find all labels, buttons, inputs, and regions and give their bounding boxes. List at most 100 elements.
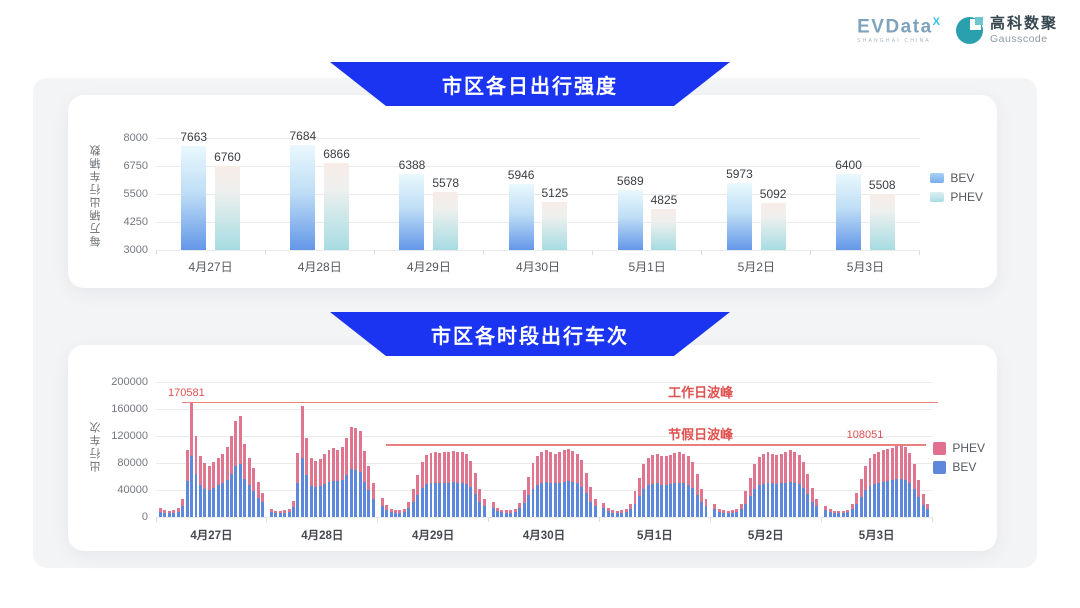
phev-segment — [238, 416, 242, 464]
phev-segment — [575, 453, 579, 484]
bev-bar — [181, 145, 207, 250]
hour-bar — [589, 487, 593, 517]
phev-segment — [323, 454, 327, 484]
bar-value-label: 7663 — [180, 129, 208, 144]
bar-group-5月3日: 6400 5508 — [811, 138, 921, 255]
day-group-5月3日 — [821, 382, 933, 522]
hour-bar — [735, 509, 739, 517]
y-tick-label: 3000 — [123, 244, 148, 256]
bev-segment — [637, 496, 641, 517]
phev-segment — [433, 451, 437, 483]
phev-segment — [394, 510, 397, 513]
bev-legend-swatch — [930, 173, 945, 183]
hour-bar — [531, 463, 535, 517]
hour-bar — [407, 502, 411, 517]
bev-segment — [580, 486, 584, 517]
hour-bar — [425, 454, 429, 517]
hour-bar — [872, 454, 876, 517]
phev-segment — [611, 509, 615, 513]
hour-bar — [234, 420, 238, 517]
phev-segment — [212, 462, 216, 488]
hour-bar — [358, 431, 362, 517]
phev-segment — [864, 465, 868, 490]
bar-group-5月2日: 5973 5092 — [702, 138, 812, 255]
bev-segment — [371, 498, 375, 517]
phev-segment — [544, 450, 548, 482]
phev-segment — [522, 490, 526, 503]
bev-segment — [212, 488, 216, 517]
bev-segment — [890, 479, 894, 517]
bev-segment — [327, 481, 331, 517]
gausscode-en-name: Gausscode — [989, 32, 1048, 45]
bev-segment — [926, 508, 930, 517]
bar-group-4月30日: 5946 5125 — [483, 138, 594, 255]
bev-segment — [881, 481, 885, 517]
hour-bar — [846, 509, 850, 517]
bev-segment — [611, 512, 615, 517]
hour-bar — [864, 465, 868, 517]
phev-segment — [770, 453, 774, 484]
phev-segment — [908, 452, 912, 484]
legend-item-bev[interactable]: BEV — [933, 460, 985, 474]
hour-bar — [921, 494, 925, 517]
hour-bar — [895, 446, 899, 517]
phev-segment — [442, 452, 446, 483]
phev-segment — [841, 510, 845, 513]
hour-bar — [722, 510, 726, 517]
legend-item-phev[interactable]: PHEV — [930, 190, 983, 204]
bev-segment — [496, 511, 499, 517]
hour-bar — [704, 499, 708, 517]
phev-segment — [673, 452, 677, 484]
hour-bar — [438, 452, 442, 517]
bev-segment — [571, 481, 575, 517]
phev-segment — [846, 509, 850, 513]
hour-bar — [300, 406, 304, 517]
holiday-peak-label: 节假日波峰 — [668, 427, 734, 443]
bev-segment — [544, 481, 548, 517]
x-axis-label: 5月2日 — [747, 530, 784, 542]
hour-bar — [633, 491, 637, 517]
hour-bar — [447, 451, 451, 517]
bev-segment — [447, 482, 451, 517]
phev-bar-wrap: 5578 — [432, 177, 459, 250]
bev-bar-wrap: 5689 — [617, 175, 644, 250]
phev-legend-swatch — [930, 192, 945, 202]
hour-bar — [473, 473, 477, 517]
bev-segment — [247, 485, 251, 517]
phev-segment — [327, 450, 331, 482]
bar-value-label: 5973 — [726, 167, 753, 182]
hour-bar — [331, 448, 335, 517]
bev-segment — [535, 484, 539, 517]
hour-bar — [296, 452, 300, 517]
bev-segment — [300, 458, 304, 517]
y-tick-label: 160000 — [111, 403, 148, 415]
phev-bar-wrap: 4825 — [651, 194, 677, 250]
y-tick-label: 80000 — [117, 457, 148, 469]
bev-segment — [899, 478, 903, 517]
hour-bar — [637, 477, 641, 517]
phev-segment — [784, 451, 788, 483]
hour-bar — [469, 461, 473, 517]
bar-value-label: 5578 — [432, 176, 460, 191]
phev-segment — [921, 494, 925, 505]
bev-segment — [167, 513, 171, 517]
phev-segment — [269, 508, 273, 512]
bev-segment — [380, 505, 384, 517]
bev-bar — [726, 183, 752, 250]
legend-item-phev[interactable]: PHEV — [933, 441, 985, 455]
phev-segment — [735, 509, 739, 513]
bar-group-4月27日: 7663 6760 — [155, 131, 266, 255]
bev-bar — [399, 174, 425, 250]
hour-bar — [323, 454, 327, 517]
bev-segment — [567, 480, 570, 517]
bev-segment — [762, 483, 766, 517]
phev-segment — [354, 427, 358, 470]
legend-item-bev[interactable]: BEV — [930, 171, 983, 185]
phev-segment — [504, 510, 508, 513]
phev-bar-wrap: 5092 — [760, 188, 786, 250]
phev-segment — [181, 499, 185, 507]
phev-segment — [686, 456, 690, 485]
hour-bar — [247, 457, 251, 517]
hour-bar — [731, 510, 734, 517]
phev-legend-swatch — [933, 441, 947, 455]
